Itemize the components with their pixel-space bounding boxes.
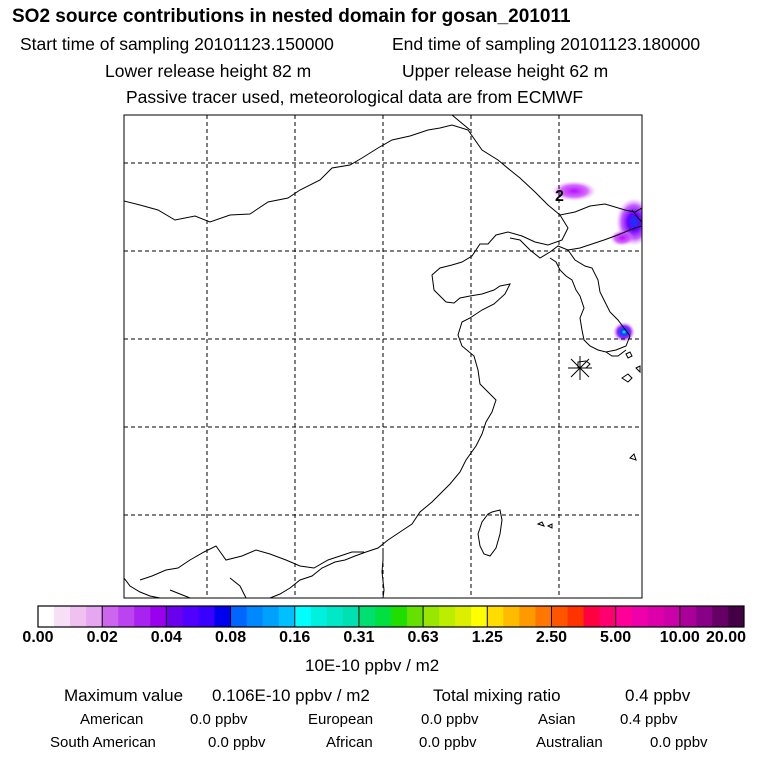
colorbar-tick-label: 0.08 [214, 629, 247, 646]
colorbar-cell [102, 606, 119, 627]
colorbar-cell [455, 606, 472, 627]
region-asian-name: Asian [538, 711, 576, 728]
colorbar-cell [423, 606, 440, 627]
colorbar-tick-label: 0.63 [407, 629, 439, 646]
region-south-american-value: 0.0 ppbv [208, 734, 266, 751]
coastlines [124, 115, 642, 598]
colorbar-cell [727, 606, 745, 627]
region-european-value: 0.0 ppbv [421, 711, 479, 728]
colorbar-cell [391, 606, 408, 627]
colorbar-tick-label: 0.04 [150, 629, 182, 646]
colorbar-cell [342, 606, 360, 627]
region-european-name: European [308, 711, 374, 728]
colorbar-cell [535, 606, 552, 627]
colorbar-cell [503, 606, 520, 627]
map-frame [123, 114, 643, 599]
colorbar-cell [262, 606, 280, 627]
contour-label: 2 [555, 188, 564, 205]
colorbar-dividers [101, 606, 681, 627]
region-african-value: 0.0 ppbv [419, 734, 477, 751]
region-african-name: African [326, 734, 373, 751]
colorbar-cell [407, 606, 424, 627]
plume-north [552, 181, 596, 201]
colorbar-cell [134, 606, 151, 627]
region-american-value: 0.0 ppbv [190, 711, 248, 728]
colorbar-cell [551, 606, 568, 627]
colorbar-cell [150, 606, 167, 627]
colorbar-tick-label: 1.25 [471, 629, 503, 646]
colorbar-cell [358, 606, 376, 627]
colorbar-cell [374, 606, 392, 627]
region-south-american-name: South American [50, 734, 156, 751]
colorbar-frame [37, 605, 745, 628]
receptor-star-marker [568, 356, 592, 380]
islands [477, 351, 641, 557]
colorbar-cell [86, 606, 103, 627]
colorbar-units: 10E-10 ppbv / m2 [305, 656, 440, 675]
total-mixing-value: 0.4 ppbv [625, 686, 691, 705]
colorbar-cell [439, 606, 456, 627]
colorbar-cell [663, 606, 681, 627]
colorbar-cell [182, 606, 199, 627]
region-american-name: American [80, 711, 144, 728]
colorbar-cell [567, 606, 585, 627]
colorbar-cell [118, 606, 135, 627]
colorbar-tick-label: 20.00 [705, 629, 747, 646]
tracer-note: Passive tracer used, meteorological data… [126, 87, 584, 107]
colorbar-cell [278, 606, 296, 627]
colorbar-cell [230, 606, 248, 627]
colorbar-cell [70, 606, 87, 627]
colorbar-tick-label: 5.00 [600, 629, 632, 646]
region-australian-value: 0.0 ppbv [650, 734, 708, 751]
plot-title: SO2 source contributions in nested domai… [12, 6, 571, 27]
colorbar-cell [583, 606, 601, 627]
colorbar-cell [487, 606, 504, 627]
colorbar-tick-label: 0.00 [22, 629, 54, 646]
lower-release-height: Lower release height 82 m [105, 61, 312, 81]
colorbar-tick-label: 0.02 [86, 629, 118, 646]
colorbar-tick-label: 0.16 [279, 629, 311, 646]
max-value: 0.106E-10 ppbv / m2 [212, 686, 370, 705]
colorbar-cell [695, 606, 713, 627]
colorbar-cell [615, 606, 633, 627]
colorbar-tick-label: 10.00 [659, 629, 700, 646]
start-time-label: Start time of sampling 20101123.150000 [20, 34, 334, 54]
colorbar-cell [166, 606, 183, 627]
colorbar-cell [198, 606, 215, 627]
total-mixing-label: Total mixing ratio [433, 686, 561, 705]
colorbar-tick-label: 0.31 [343, 629, 375, 646]
colorbar-tick-label: 2.50 [535, 629, 568, 646]
colorbar-cell [599, 606, 617, 627]
max-value-label: Maximum value [64, 686, 184, 705]
colorbar-cell [246, 606, 264, 627]
colorbar-cell [471, 606, 488, 627]
colorbar-cell [38, 606, 55, 627]
end-time-label: End time of sampling 20101123.180000 [392, 34, 701, 54]
grid-lines [124, 115, 642, 598]
colorbar-cell [326, 606, 344, 627]
colorbar-cell [54, 606, 71, 627]
colorbar-cell [310, 606, 328, 627]
colorbar-cell [294, 606, 312, 627]
colorbar-cell [679, 606, 697, 627]
region-australian-name: Australian [536, 734, 603, 751]
colorbar-cell [631, 606, 649, 627]
colorbar-cell [711, 606, 729, 627]
plume-northeast-tail [610, 230, 634, 246]
colorbar-cell [214, 606, 232, 627]
region-asian-value: 0.4 ppbv [620, 711, 678, 728]
colorbar-cell [647, 606, 665, 627]
colorbar-cells [38, 606, 745, 627]
colorbar-cell [519, 606, 536, 627]
upper-release-height: Upper release height 62 m [402, 61, 609, 81]
